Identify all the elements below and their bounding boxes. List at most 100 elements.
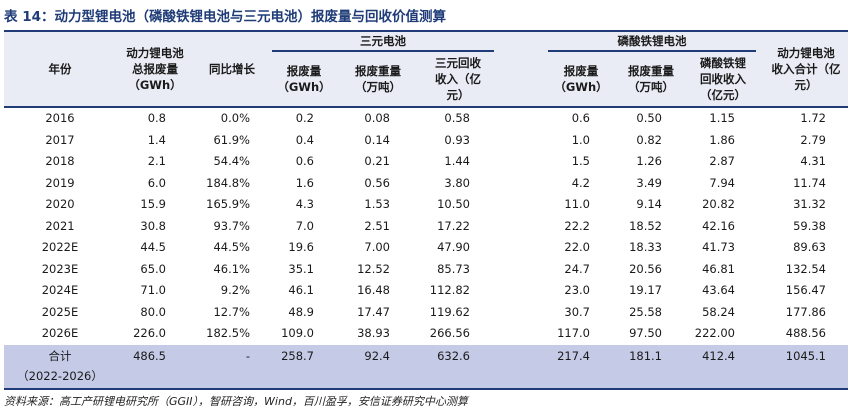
cell-yoy: 182.5% bbox=[206, 326, 250, 340]
cell-total-revenue: 2.79 bbox=[800, 132, 826, 147]
cell-year: 2026E bbox=[41, 326, 79, 340]
cell-ternary-revenue: 119.62 bbox=[429, 304, 470, 319]
cell-ternary-revenue: 1.44 bbox=[444, 154, 470, 168]
cell-ternary-revenue: 47.90 bbox=[437, 240, 470, 254]
cell-lfp-revenue: 42.16 bbox=[702, 218, 735, 233]
cell-lfp-scrap: 24.7 bbox=[564, 261, 590, 276]
cell-year: 2023E bbox=[41, 261, 79, 276]
col-header-lfp-revenue: 磷酸铁锂 回收收入 （亿元） bbox=[700, 56, 746, 102]
cell-lfp-weight: 18.52 bbox=[629, 218, 662, 233]
cell-total-scrap: 65.0 bbox=[140, 261, 166, 276]
cell-ternary-scrap: 0.2 bbox=[295, 111, 314, 125]
cell-year: 2019 bbox=[45, 175, 75, 190]
cell-yoy: 9.2% bbox=[220, 283, 250, 297]
cell-lfp-revenue: 222.00 bbox=[694, 326, 735, 340]
col-header-yoy: 同比增长 bbox=[209, 62, 255, 76]
total-total-scrap: 486.5 bbox=[133, 349, 166, 363]
group-ternary: 三元电池 bbox=[360, 34, 406, 48]
cell-year: 2022E bbox=[41, 240, 79, 254]
cell-lfp-revenue: 1.86 bbox=[709, 132, 735, 147]
cell-lfp-weight: 3.49 bbox=[636, 175, 662, 190]
cell-year: 2021 bbox=[45, 218, 75, 233]
cell-lfp-weight: 19.17 bbox=[629, 283, 662, 297]
cell-year: 2016 bbox=[45, 111, 75, 125]
cell-total-revenue: 59.38 bbox=[793, 218, 826, 233]
cell-lfp-scrap: 1.0 bbox=[571, 132, 590, 147]
cell-total-revenue: 156.47 bbox=[785, 283, 826, 297]
col-header-year: 年份 bbox=[48, 62, 72, 76]
total-ternary-revenue: 632.6 bbox=[437, 349, 470, 363]
cell-year: 2018 bbox=[45, 154, 75, 168]
cell-lfp-revenue: 1.15 bbox=[709, 111, 735, 125]
cell-ternary-scrap: 19.6 bbox=[288, 240, 314, 254]
cell-total-scrap: 80.0 bbox=[140, 304, 166, 319]
cell-ternary-weight: 7.00 bbox=[364, 240, 390, 254]
cell-total-scrap: 44.5 bbox=[140, 240, 166, 254]
cell-yoy: 61.9% bbox=[213, 132, 250, 147]
total-total-revenue: 1045.1 bbox=[785, 349, 826, 363]
cell-ternary-scrap: 0.6 bbox=[295, 154, 314, 168]
cell-yoy: 46.1% bbox=[213, 261, 250, 276]
cell-ternary-revenue: 3.80 bbox=[444, 175, 470, 190]
cell-total-revenue: 132.54 bbox=[785, 261, 826, 276]
cell-year: 2017 bbox=[45, 132, 75, 147]
cell-ternary-revenue: 10.50 bbox=[437, 197, 470, 211]
group-lfp: 磷酸铁锂电池 bbox=[617, 34, 687, 48]
total-row bbox=[4, 345, 848, 388]
cell-ternary-weight: 16.48 bbox=[357, 283, 390, 297]
cell-lfp-revenue: 58.24 bbox=[702, 304, 735, 319]
table-title: 表 14：动力型锂电池（磷酸铁锂电池与三元电池）报废量与回收价值测算 bbox=[4, 2, 848, 32]
cell-yoy: 184.8% bbox=[206, 175, 250, 190]
cell-lfp-scrap: 117.0 bbox=[557, 326, 590, 340]
cell-ternary-weight: 0.08 bbox=[364, 111, 390, 125]
cell-yoy: 93.7% bbox=[213, 218, 250, 233]
cell-total-revenue: 89.63 bbox=[793, 240, 826, 254]
group-ternary-underline bbox=[272, 50, 494, 52]
cell-lfp-weight: 25.58 bbox=[629, 304, 662, 319]
total-yoy: - bbox=[245, 349, 250, 363]
cell-total-scrap: 226.0 bbox=[133, 326, 166, 340]
cell-lfp-scrap: 1.5 bbox=[571, 154, 590, 168]
cell-ternary-weight: 0.14 bbox=[364, 132, 390, 147]
cell-total-scrap: 2.1 bbox=[147, 154, 166, 168]
cell-total-revenue: 488.56 bbox=[785, 326, 826, 340]
cell-ternary-scrap: 35.1 bbox=[288, 261, 314, 276]
cell-lfp-weight: 0.82 bbox=[636, 132, 662, 147]
col-header-ternary-scrap: 报废量 （GWh） bbox=[277, 64, 331, 94]
cell-ternary-scrap: 109.0 bbox=[281, 326, 314, 340]
total-lfp-weight: 181.1 bbox=[629, 349, 662, 363]
cell-ternary-revenue: 0.58 bbox=[444, 111, 470, 125]
cell-lfp-scrap: 23.0 bbox=[564, 283, 590, 297]
cell-lfp-revenue: 43.64 bbox=[702, 283, 735, 297]
total-ternary-scrap: 258.7 bbox=[281, 349, 314, 363]
table-bottom-rule bbox=[4, 388, 848, 390]
cell-ternary-revenue: 0.93 bbox=[444, 132, 470, 147]
cell-year: 2025E bbox=[41, 304, 79, 319]
cell-ternary-weight: 0.56 bbox=[364, 175, 390, 190]
cell-ternary-weight: 0.21 bbox=[364, 154, 390, 168]
cell-lfp-revenue: 2.87 bbox=[709, 154, 735, 168]
cell-lfp-scrap: 11.0 bbox=[564, 197, 590, 211]
cell-ternary-weight: 12.52 bbox=[357, 261, 390, 276]
cell-ternary-weight: 2.51 bbox=[364, 218, 390, 233]
cell-year: 2020 bbox=[45, 197, 75, 211]
cell-year: 2024E bbox=[41, 283, 79, 297]
cell-ternary-weight: 17.47 bbox=[357, 304, 390, 319]
col-header-ternary-revenue: 三元回收 收入（亿 元） bbox=[435, 56, 481, 102]
cell-total-revenue: 1.72 bbox=[800, 111, 826, 125]
cell-total-scrap: 1.4 bbox=[147, 132, 166, 147]
cell-lfp-weight: 9.14 bbox=[636, 197, 662, 211]
cell-lfp-revenue: 20.82 bbox=[702, 197, 735, 211]
table-header bbox=[4, 32, 848, 106]
cell-ternary-revenue: 112.82 bbox=[429, 283, 470, 297]
cell-yoy: 12.7% bbox=[213, 304, 250, 319]
cell-lfp-weight: 0.50 bbox=[636, 111, 662, 125]
cell-lfp-scrap: 4.2 bbox=[571, 175, 590, 190]
cell-total-scrap: 30.8 bbox=[140, 218, 166, 233]
cell-ternary-scrap: 0.4 bbox=[295, 132, 314, 147]
total-lfp-scrap: 217.4 bbox=[557, 349, 590, 363]
cell-ternary-scrap: 7.0 bbox=[295, 218, 314, 233]
col-header-total-revenue: 动力锂电池 收入合计（亿 元） bbox=[771, 46, 841, 92]
cell-total-scrap: 0.8 bbox=[147, 111, 166, 125]
cell-lfp-weight: 18.33 bbox=[629, 240, 662, 254]
